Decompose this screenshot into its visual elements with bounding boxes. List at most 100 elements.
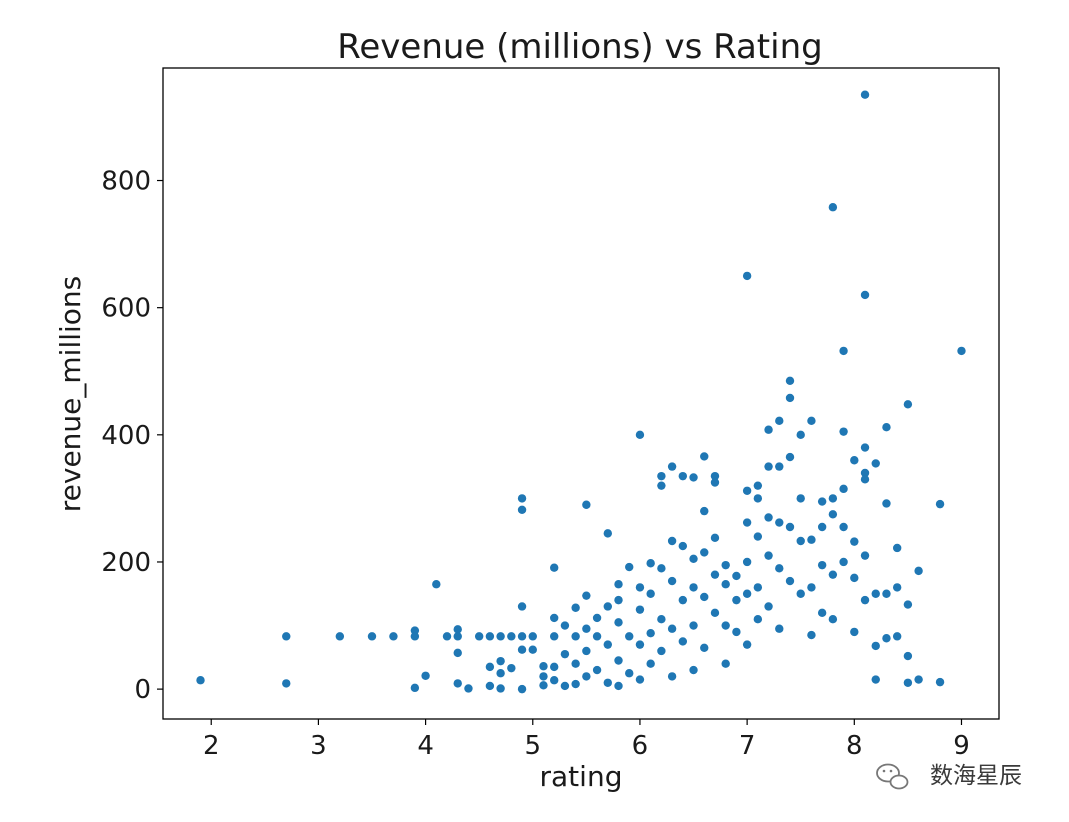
data-point [839,346,848,356]
data-point [667,536,677,546]
data-point [935,499,945,509]
data-point [860,595,870,605]
data-point [935,677,945,687]
data-point [625,669,634,678]
watermark-text: 数海星辰 [930,763,1022,789]
y-tick-label: 400 [101,421,151,451]
data-point [775,624,784,633]
data-point [785,522,795,532]
data-point [453,625,462,634]
y-tick-label: 800 [101,167,151,197]
data-point [764,551,773,560]
data-point [635,430,645,440]
x-axis: 2 3 4 5 6 7 8 9 [203,719,970,761]
data-point [764,462,773,471]
data-point [282,632,291,641]
data-point [496,684,505,693]
data-point [860,551,870,560]
data-point [485,662,495,672]
data-point [828,510,838,519]
data-point [903,651,913,661]
y-tick-label: 600 [101,294,151,324]
data-point [678,595,688,605]
wechat-icon [876,763,909,790]
data-point [764,602,773,611]
data-point [871,589,880,598]
data-point [775,416,784,426]
data-point [657,564,666,573]
x-axis-label: rating [540,760,623,793]
data-point [892,543,902,553]
data-point [550,613,559,623]
data-point [817,497,827,506]
data-point [732,571,741,581]
data-point [410,632,420,641]
data-point [560,649,570,659]
y-tick-label: 200 [101,548,151,578]
data-point [860,443,870,452]
data-point [528,632,537,641]
x-tick-label: 4 [417,731,434,761]
data-point [764,513,773,522]
data-point [592,613,602,623]
data-point [453,632,462,641]
data-point [689,665,698,675]
data-point [453,648,462,658]
data-point [817,608,827,618]
data-point [882,634,891,643]
data-point [903,400,913,409]
data-point [839,557,848,567]
data-point [721,621,730,630]
data-point [646,559,655,568]
data-point [635,675,645,684]
data-point [785,393,795,403]
data-point [839,522,848,532]
data-point [689,554,698,563]
data-point [582,646,591,656]
data-point [582,672,591,681]
data-point [957,346,966,356]
x-tick-label: 7 [739,731,756,761]
data-point [742,557,752,567]
data-point [667,576,677,586]
x-tick-label: 5 [524,731,541,761]
data-point [710,471,720,481]
data-point [335,632,345,641]
data-point [882,499,891,508]
data-point [817,560,827,570]
data-point [614,618,623,627]
data-point [742,589,752,598]
data-point [775,518,784,527]
data-point [496,669,505,678]
data-point [892,632,902,641]
data-point [764,425,773,434]
data-point [796,589,805,598]
data-point [496,656,505,666]
data-point [582,624,591,633]
data-point [582,591,591,600]
data-point [785,376,795,385]
data-point [410,683,420,693]
data-point [850,456,859,465]
data-point [860,475,870,484]
data-point [732,627,741,637]
data-point [882,422,891,432]
data-point [485,681,495,691]
data-point [710,608,720,618]
data-point [753,481,763,490]
data-point [657,481,666,490]
data-point [571,679,580,689]
data-point [903,678,913,687]
data-point [646,659,655,668]
data-point [646,628,655,638]
data-point [657,471,666,481]
data-point [539,681,548,690]
data-point [485,632,495,641]
data-point [742,486,752,495]
data-point [710,570,720,579]
data-point [850,627,859,637]
data-point [539,662,548,671]
data-point [657,646,666,656]
data-point [700,506,709,516]
